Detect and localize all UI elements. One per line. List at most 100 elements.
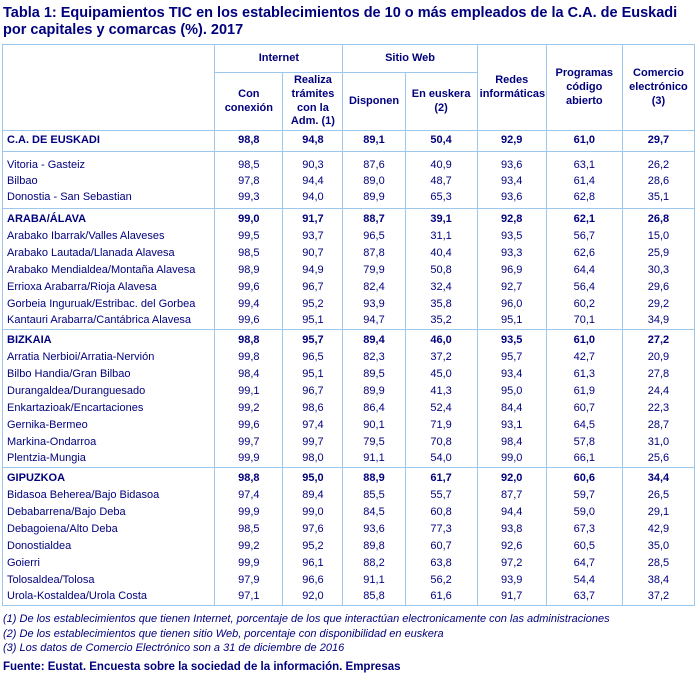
value-cell: 99,0 <box>476 450 547 468</box>
value-cell: 60,2 <box>545 295 623 313</box>
page: Tabla 1: Equipamientos TIC en los establ… <box>1 5 696 673</box>
table-row: Gorbeia Inguruak/Estribac. del Gorbea 99,… <box>1 295 696 313</box>
table-group: ARABA/ÁLAVA 99,0 91,7 88,7 39,1 92,8 62,1 26,8 A… <box>1 208 696 330</box>
table-row: BIZKAIA 98,8 95,7 89,4 46,0 93,5 61,0 27,2 <box>1 329 696 349</box>
table-row: Bilbo Handia/Gran Bilbao 98,4 95,1 89,5 45,0… <box>1 365 696 383</box>
value-cell: 41,3 <box>404 382 478 400</box>
value-cell: 99,9 <box>214 554 284 572</box>
value-cell: 99,5 <box>214 227 284 245</box>
value-cell: 93,6 <box>342 520 406 538</box>
value-cell: 92,8 <box>476 208 547 228</box>
footnote-2: (2) De los establecimientos que tienen s… <box>3 627 444 640</box>
value-cell: 99,7 <box>282 433 344 451</box>
row-label: Plentzia-Mungia <box>1 450 216 468</box>
value-cell: 95,1 <box>282 365 344 383</box>
value-cell: 93,9 <box>342 295 406 313</box>
value-cell: 89,5 <box>342 365 406 383</box>
table-header: Internet Sitio Web Redes informáticas Pr… <box>1 44 696 132</box>
column-header-con-conexion: Con conexión <box>214 72 284 132</box>
value-cell: 29,6 <box>621 278 696 296</box>
value-cell: 85,5 <box>342 486 406 504</box>
value-cell: 90,3 <box>282 151 344 174</box>
value-cell: 95,2 <box>282 537 344 555</box>
table-row: Arabako Lautada/Llanada Alavesa 98,5 90,7 8… <box>1 244 696 262</box>
value-cell: 96,7 <box>282 382 344 400</box>
value-cell: 84,5 <box>342 503 406 521</box>
value-cell: 93,4 <box>476 365 547 383</box>
value-cell: 99,8 <box>214 348 284 366</box>
value-cell: 98,8 <box>214 329 284 349</box>
value-cell: 85,8 <box>342 588 406 606</box>
value-cell: 92,0 <box>476 467 547 487</box>
value-cell: 93,6 <box>476 151 547 174</box>
value-cell: 35,8 <box>404 295 478 313</box>
row-label: Gorbeia Inguruak/Estribac. del Gorbea <box>1 295 216 313</box>
data-table: Internet Sitio Web Redes informáticas Pr… <box>1 44 696 606</box>
value-cell: 65,3 <box>404 190 478 209</box>
row-label: C.A. DE EUSKADI <box>1 130 216 152</box>
row-label: Donostia - San Sebastian <box>1 190 216 209</box>
value-cell: 56,7 <box>545 227 623 245</box>
value-cell: 45,0 <box>404 365 478 383</box>
value-cell: 98,4 <box>476 433 547 451</box>
value-cell: 99,7 <box>214 433 284 451</box>
value-cell: 98,8 <box>214 130 284 152</box>
value-cell: 94,9 <box>282 261 344 279</box>
row-label: Goierri <box>1 554 216 572</box>
value-cell: 28,5 <box>621 554 696 572</box>
row-label: Donostialdea <box>1 537 216 555</box>
value-cell: 60,7 <box>545 399 623 417</box>
value-cell: 24,4 <box>621 382 696 400</box>
table-row: ARABA/ÁLAVA 99,0 91,7 88,7 39,1 92,8 62,1 26,8 <box>1 208 696 228</box>
value-cell: 93,5 <box>476 227 547 245</box>
table-group: GIPUZKOA 98,8 95,0 88,9 61,7 92,0 60,6 34,4 Bida… <box>1 467 696 606</box>
value-cell: 60,8 <box>404 503 478 521</box>
value-cell: 84,4 <box>476 399 547 417</box>
value-cell: 89,1 <box>342 130 406 152</box>
row-label: Bidasoa Beherea/Bajo Bidasoa <box>1 486 216 504</box>
value-cell: 97,4 <box>282 416 344 434</box>
column-group-header-internet: Internet <box>214 44 344 74</box>
value-cell: 95,7 <box>282 329 344 349</box>
value-cell: 92,7 <box>476 278 547 296</box>
table-row: Plentzia-Mungia 99,9 98,0 91,1 54,0 99,0 66,1 2… <box>1 450 696 468</box>
table-row: Goierri 99,9 96,1 88,2 63,8 97,2 64,7 28,5 <box>1 554 696 572</box>
value-cell: 89,9 <box>342 190 406 209</box>
table-group: Vitoria - Gasteiz 98,5 90,3 87,6 40,9 93,6 63,… <box>1 151 696 209</box>
value-cell: 99,9 <box>214 450 284 468</box>
value-cell: 98,0 <box>282 450 344 468</box>
value-cell: 66,1 <box>545 450 623 468</box>
value-cell: 99,0 <box>282 503 344 521</box>
value-cell: 39,1 <box>404 208 478 228</box>
table-row: Vitoria - Gasteiz 98,5 90,3 87,6 40,9 93,6 63,… <box>1 151 696 174</box>
value-cell: 56,2 <box>404 571 478 589</box>
value-cell: 99,9 <box>214 503 284 521</box>
value-cell: 90,1 <box>342 416 406 434</box>
value-cell: 94,4 <box>476 503 547 521</box>
value-cell: 99,3 <box>214 190 284 209</box>
row-label: Arabako Mendialdea/Montaña Alavesa <box>1 261 216 279</box>
row-label: Arabako Lautada/Llanada Alavesa <box>1 244 216 262</box>
value-cell: 62,8 <box>545 190 623 209</box>
value-cell: 37,2 <box>621 588 696 606</box>
value-cell: 88,7 <box>342 208 406 228</box>
value-cell: 92,6 <box>476 537 547 555</box>
value-cell: 98,5 <box>214 520 284 538</box>
column-header-programas-codigo-abierto: Programas código abierto <box>545 44 623 132</box>
value-cell: 95,7 <box>476 348 547 366</box>
table-row: Errioxa Arabarra/Rioja Alavesa 99,6 96,7 82… <box>1 278 696 296</box>
value-cell: 63,1 <box>545 151 623 174</box>
value-cell: 60,7 <box>404 537 478 555</box>
value-cell: 96,9 <box>476 261 547 279</box>
value-cell: 87,6 <box>342 151 406 174</box>
value-cell: 46,0 <box>404 329 478 349</box>
value-cell: 61,7 <box>404 467 478 487</box>
value-cell: 29,2 <box>621 295 696 313</box>
value-cell: 95,1 <box>282 312 344 330</box>
value-cell: 42,7 <box>545 348 623 366</box>
column-header-realiza-tramites: Realiza trámites con la Adm. (1) <box>282 72 344 132</box>
row-label: Gernika-Bermeo <box>1 416 216 434</box>
value-cell: 61,3 <box>545 365 623 383</box>
value-cell: 99,4 <box>214 295 284 313</box>
row-label: GIPUZKOA <box>1 467 216 487</box>
